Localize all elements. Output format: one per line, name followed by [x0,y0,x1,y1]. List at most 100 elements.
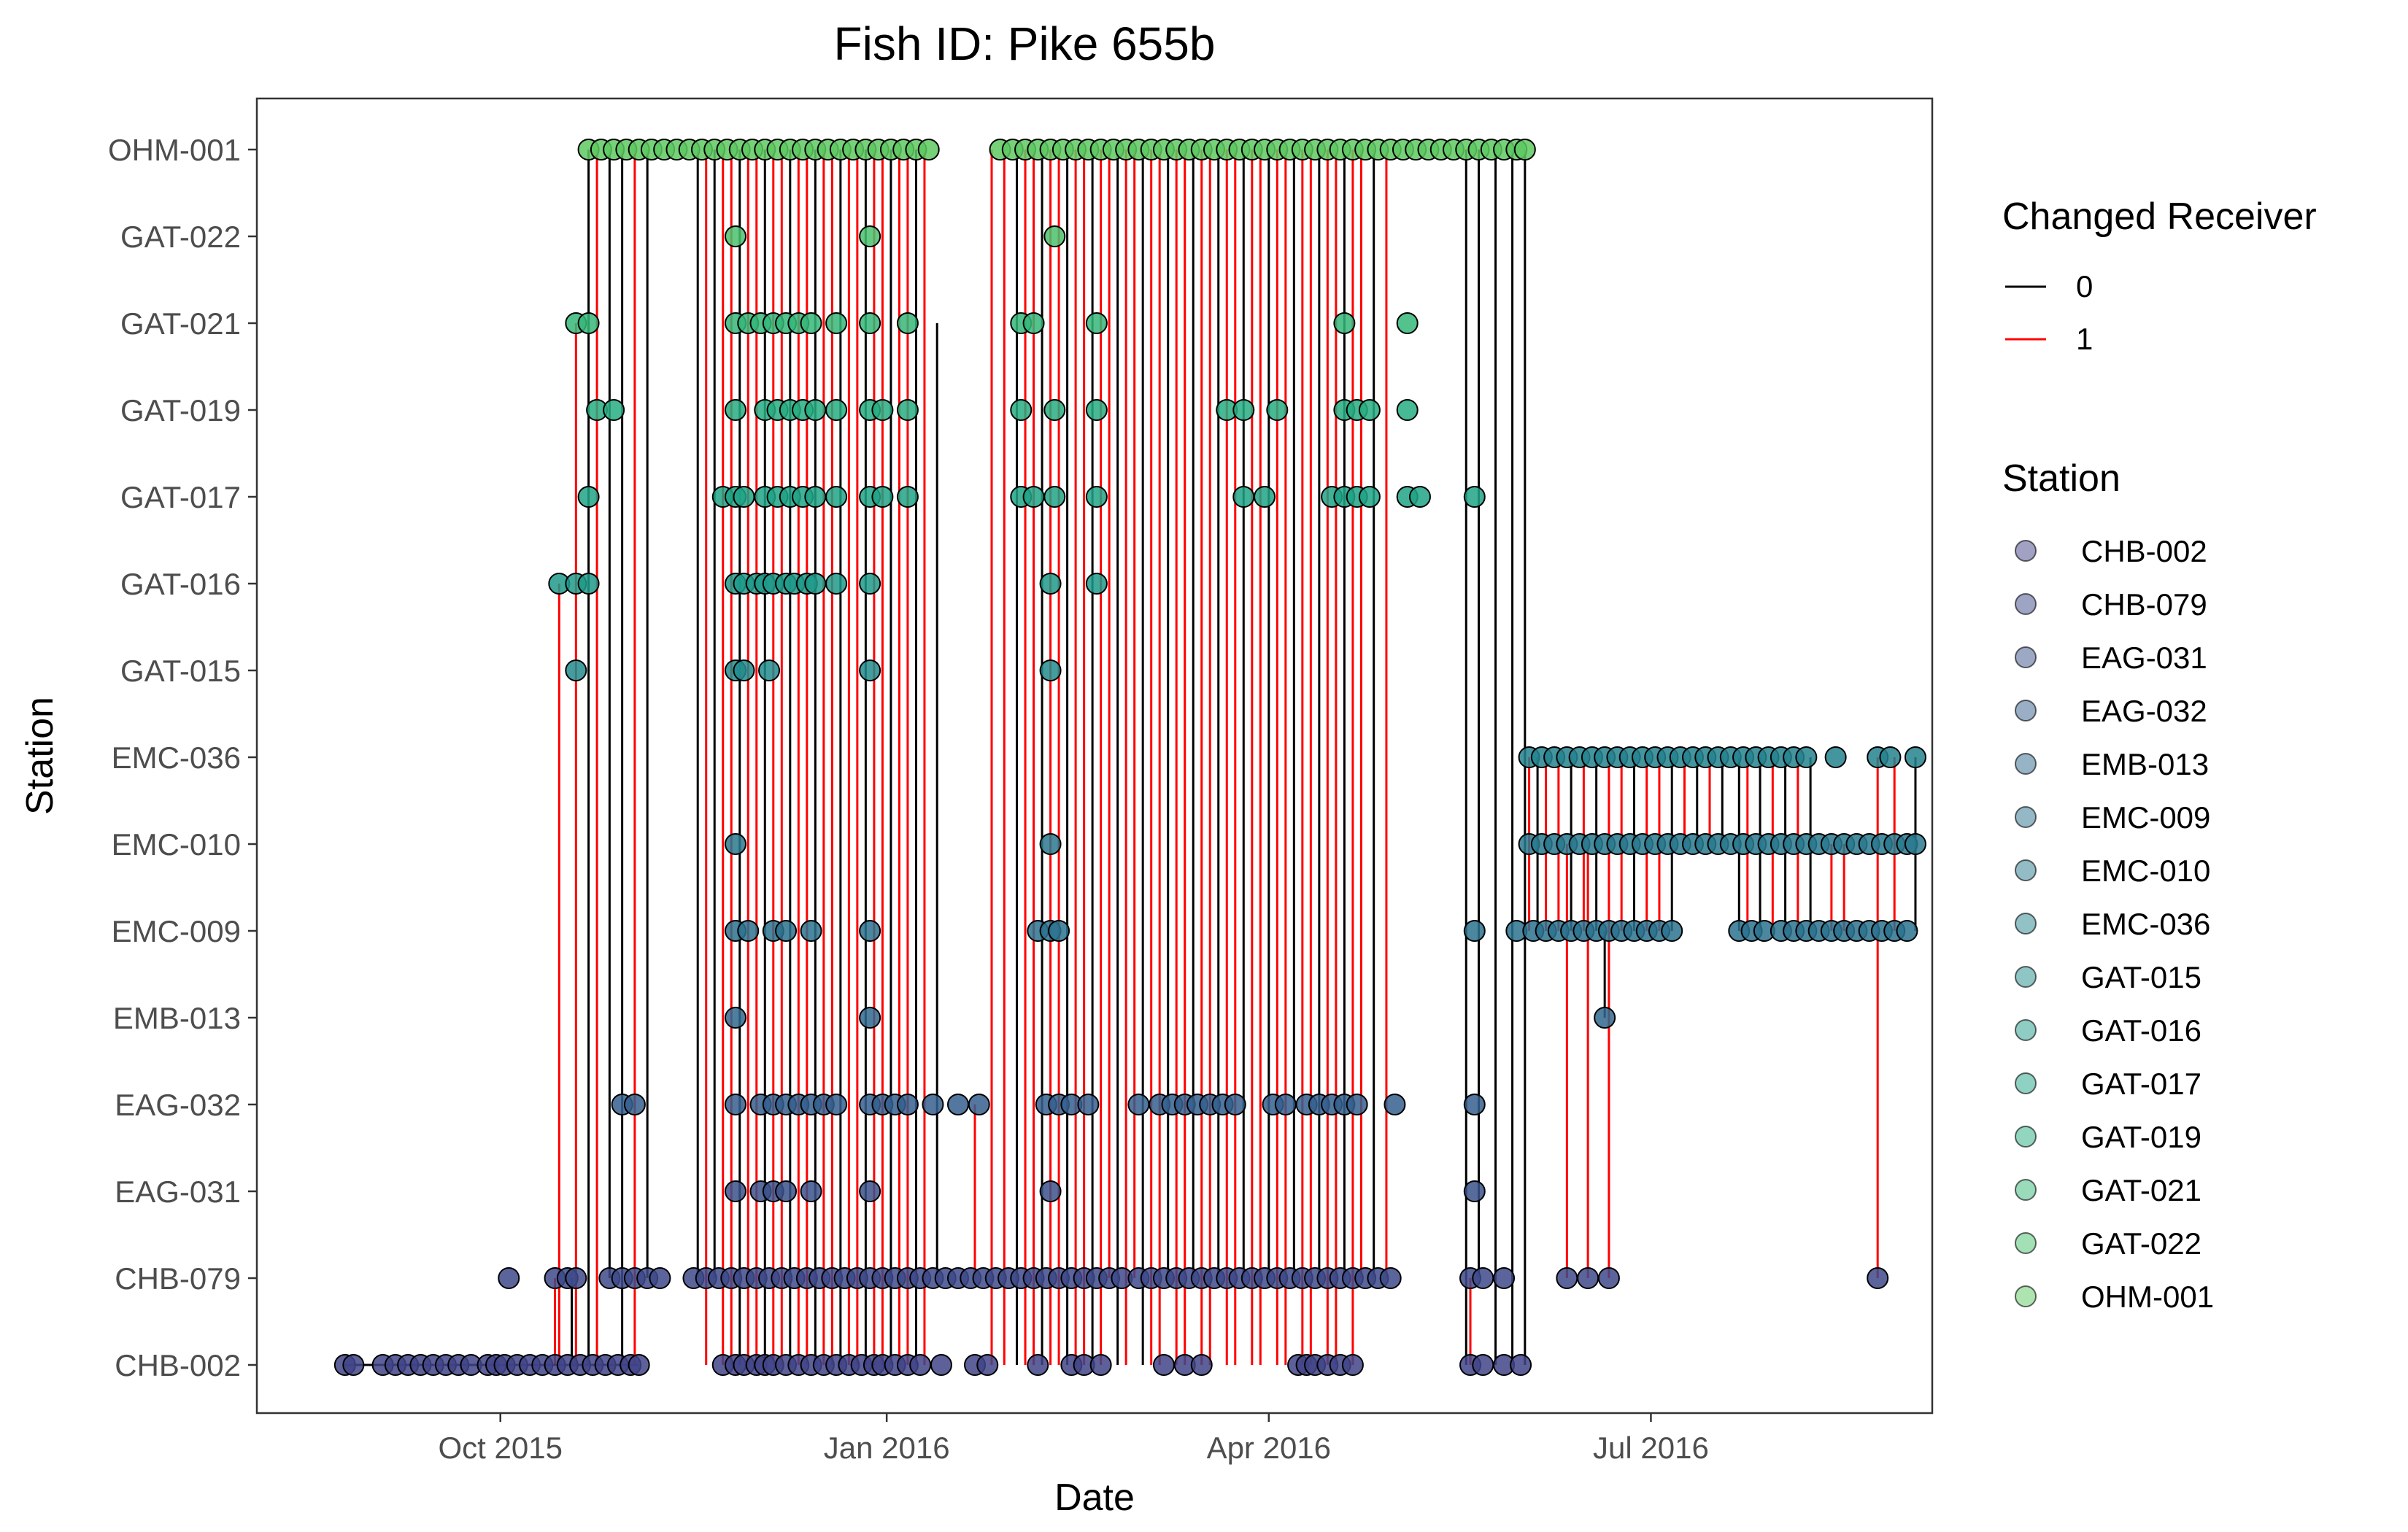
detection-point [859,1180,881,1202]
legend-station-label: GAT-015 [2081,960,2201,994]
detection-point [968,1094,990,1115]
y-tick-label: GAT-021 [120,306,241,341]
legend-station-key [2015,859,2037,881]
detection-point [825,1094,848,1115]
legend-station-key [2015,966,2037,988]
legend-station-label: CHB-002 [2081,534,2207,568]
detection-point [565,659,587,681]
detection-point [896,399,919,421]
detection-point [946,1094,969,1115]
legend-station: Station CHB-002 CHB-079 EAG-031 EAG-032 EMB-… [2002,457,2214,1314]
y-tick-label: EMB-013 [113,1001,241,1035]
detection-point [577,486,600,508]
detection-point [1556,1267,1578,1289]
x-tick-label: Jul 2016 [1593,1431,1709,1465]
legend-changed-title: Changed Receiver [2002,196,2317,238]
detection-point [1904,746,1926,768]
detection-point [577,573,600,595]
detection-point [1085,399,1108,421]
y-tick-label: EMC-009 [112,914,241,948]
detection-point [1472,1354,1494,1376]
detection-point [1597,1267,1620,1289]
detection-point [577,312,600,334]
transition-lines [344,150,1917,1366]
detection-point [1795,746,1818,768]
legend-station-key [2015,700,2037,721]
detection-point [825,486,848,508]
x-tick-label: Jan 2016 [824,1431,950,1465]
detection-point [342,1354,365,1376]
detection-point [725,1007,746,1029]
detection-point [603,399,625,421]
y-axis-title: Station [19,697,61,815]
legend-station-key [2015,1126,2037,1148]
y-tick-label: CHB-079 [115,1261,241,1296]
chart-title: Fish ID: Pike 655b [834,18,1216,70]
detection-point [1048,920,1070,942]
legend-station-key [2015,646,2037,668]
detection-points [333,139,1926,1376]
detection-point [800,312,822,334]
detection-point [565,1267,587,1289]
detection-point [909,1354,932,1376]
detection-point [1867,1267,1889,1289]
detection-point [871,486,894,508]
legend-station-key [2015,1019,2037,1041]
detection-point [1379,1267,1402,1289]
detection-point [859,659,881,681]
detection-point [1266,399,1289,421]
detection-point [1232,486,1255,508]
detection-point [737,920,760,942]
legend-station-label: GAT-021 [2081,1173,2201,1207]
detection-point [725,1180,746,1202]
y-tick-label: OHM-001 [108,133,241,167]
detection-point [1341,1354,1364,1376]
detection-point [800,920,822,942]
detection-point [1463,486,1486,508]
detection-point [1022,312,1045,334]
detection-point [804,573,827,595]
detection-point [1039,573,1062,595]
detection-point [871,399,894,421]
detection-point [758,659,781,681]
legend-station-key [2015,753,2037,775]
detection-point [825,573,848,595]
detection-point [649,1267,671,1289]
detection-point [930,1354,952,1376]
detection-point [775,1180,798,1202]
detection-point [800,1180,822,1202]
detection-point [859,1007,881,1029]
legend-station-key [2015,806,2037,828]
detection-point [1463,920,1486,942]
detection-point [1358,399,1381,421]
detection-point [775,920,798,942]
detection-point [859,312,881,334]
detection-point [1027,1354,1049,1376]
detection-point [1224,1094,1246,1115]
detection-point [917,139,940,160]
detection-point [733,659,755,681]
legend-station-label: CHB-079 [2081,587,2207,622]
detection-point [628,1354,650,1376]
detection-point [1472,1267,1494,1289]
legend-station-label: EMC-009 [2081,800,2210,835]
detection-point [1358,486,1381,508]
legend-station-label: EMC-036 [2081,907,2210,941]
legend-station-label: GAT-017 [2081,1067,2201,1101]
detection-point [1904,833,1926,855]
detection-point [1254,486,1276,508]
detection-point [922,1094,944,1115]
legend-changed-receiver: Changed Receiver 0 1 [2002,196,2317,356]
detection-point [1232,399,1255,421]
detection-point [1043,399,1066,421]
detection-point [623,1094,646,1115]
y-tick-label: EAG-032 [115,1088,241,1122]
detection-point [1493,1267,1516,1289]
y-tick-label: GAT-016 [120,567,241,601]
detection-point [1089,1354,1112,1376]
detection-point [1085,573,1108,595]
detection-point [1896,920,1918,942]
legend-label-changed-0: 0 [2076,269,2093,303]
detection-point [1043,225,1066,247]
detection-point [498,1267,520,1289]
